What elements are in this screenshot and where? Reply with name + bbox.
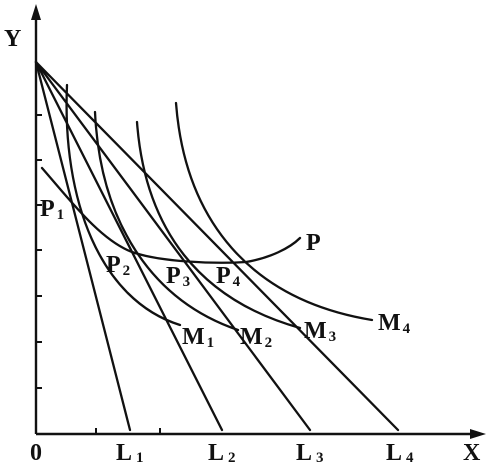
budget-line-l3 [34,60,312,432]
income-consumption-curve-label: P [306,230,321,256]
budget-line-l1 [34,60,132,432]
y-axis-arrow [31,4,41,20]
indifference-curve-m3 [135,120,302,330]
income-consumption-curve [40,166,302,264]
budget-line-l2 [34,60,224,432]
y-axis-label: Y [4,26,21,52]
x-axis-ticks [95,428,161,434]
x-axis-label: X [463,440,481,466]
indifference-curve-m2 [93,110,240,332]
x-axis-arrow [470,429,486,439]
origin-label: 0 [30,440,42,466]
budget-line-l4 [34,60,400,432]
indifference-curves [65,83,374,332]
axes [31,4,486,439]
indifference-curve-m1 [65,83,182,327]
budget-lines [34,60,400,432]
indifference-curve-m4 [174,101,374,322]
